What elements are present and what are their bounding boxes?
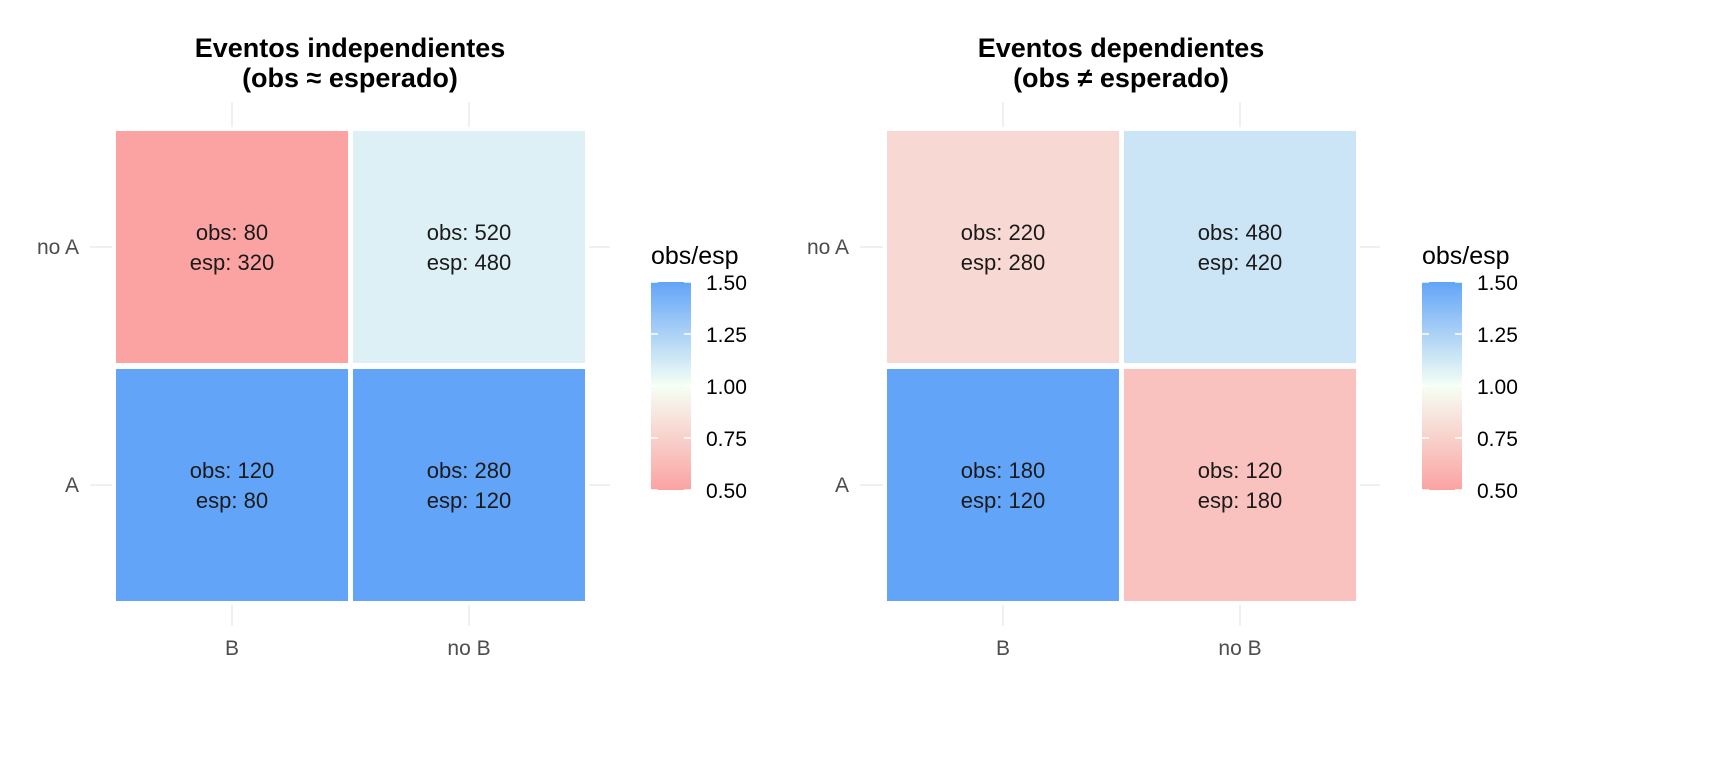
legend-tick-label: 1.50 xyxy=(706,272,747,295)
chart-title-line: Eventos dependientes xyxy=(978,33,1265,63)
cell-esp-label: esp: 320 xyxy=(190,250,274,275)
heatmap-cell xyxy=(349,127,589,367)
x-tick-label: no B xyxy=(447,637,490,660)
cell-obs-label: obs: 280 xyxy=(427,458,511,483)
cell-obs-label: obs: 80 xyxy=(196,220,268,245)
heatmap-cell xyxy=(1120,127,1360,367)
chart-title-line: (obs ≠ esperado) xyxy=(1013,63,1229,93)
cell-esp-label: esp: 120 xyxy=(427,488,511,513)
legend-tick-label: 0.75 xyxy=(706,428,747,451)
legend-tick-label: 0.50 xyxy=(706,480,747,503)
legend-tick-label: 0.75 xyxy=(1477,428,1518,451)
heatmap-panel-2: Eventos dependientes(obs ≠ esperado) obs:… xyxy=(807,33,1518,660)
legend-tick-label: 1.00 xyxy=(706,376,747,399)
legend-tick-label: 1.00 xyxy=(1477,376,1518,399)
cell-obs-label: obs: 520 xyxy=(427,220,511,245)
legend-title: obs/esp xyxy=(1422,242,1510,270)
x-tick-label: no B xyxy=(1218,637,1261,660)
x-tick-label: B xyxy=(225,637,239,660)
cell-obs-label: obs: 480 xyxy=(1198,220,1282,245)
heatmap-cell xyxy=(883,365,1123,605)
cell-esp-label: esp: 180 xyxy=(1198,488,1282,513)
legend-tick-label: 1.25 xyxy=(706,324,747,347)
chart-title-line: (obs ≈ esperado) xyxy=(242,63,458,93)
chart-title-line: Eventos independientes xyxy=(195,33,506,63)
heatmap-cell xyxy=(883,127,1123,367)
heatmap-cell xyxy=(112,365,352,605)
heatmap-panel-1: Eventos independientes(obs ≈ esperado) ob… xyxy=(37,33,747,660)
y-tick-label: no A xyxy=(37,236,79,259)
cell-esp-label: esp: 80 xyxy=(196,488,268,513)
cell-obs-label: obs: 220 xyxy=(961,220,1045,245)
cell-esp-label: esp: 480 xyxy=(427,250,511,275)
cell-obs-label: obs: 120 xyxy=(190,458,274,483)
legend-tick-label: 1.50 xyxy=(1477,272,1518,295)
y-tick-label: no A xyxy=(807,236,849,259)
heatmap-cell xyxy=(112,127,352,367)
heatmap-cell xyxy=(349,365,589,605)
cell-esp-label: esp: 280 xyxy=(961,250,1045,275)
legend-tick-label: 0.50 xyxy=(1477,480,1518,503)
x-tick-label: B xyxy=(996,637,1010,660)
cell-esp-label: esp: 120 xyxy=(961,488,1045,513)
cell-esp-label: esp: 420 xyxy=(1198,250,1282,275)
legend-title: obs/esp xyxy=(651,242,739,270)
legend-tick-label: 1.25 xyxy=(1477,324,1518,347)
cell-obs-label: obs: 180 xyxy=(961,458,1045,483)
cell-obs-label: obs: 120 xyxy=(1198,458,1282,483)
y-tick-label: A xyxy=(65,474,79,497)
y-tick-label: A xyxy=(835,474,849,497)
heatmap-cell xyxy=(1120,365,1360,605)
